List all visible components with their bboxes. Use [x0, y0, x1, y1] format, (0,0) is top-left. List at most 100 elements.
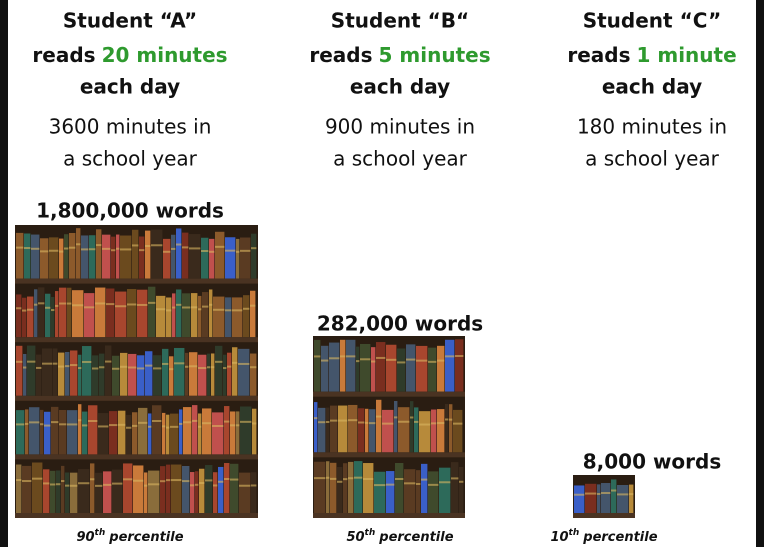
book-band [16, 247, 23, 249]
book-band [374, 484, 385, 486]
book [374, 472, 385, 513]
book-band [192, 420, 197, 422]
book-band [139, 249, 144, 251]
book [92, 355, 98, 395]
book [386, 471, 394, 513]
book [49, 237, 58, 278]
book-band [213, 309, 224, 311]
shelf-board [15, 396, 258, 401]
book [397, 348, 405, 391]
book-band [27, 361, 35, 363]
book [166, 415, 169, 455]
book [198, 296, 201, 337]
book-band [166, 309, 171, 311]
book-band [166, 427, 169, 429]
book [212, 412, 223, 454]
book [163, 239, 170, 279]
book [95, 473, 102, 513]
book [406, 344, 415, 391]
book-band [69, 247, 75, 249]
book [326, 408, 329, 453]
book [243, 295, 249, 337]
book-band [386, 484, 394, 486]
book [64, 234, 68, 278]
year-line-1: 900 minutes in [325, 115, 475, 139]
book-band [51, 309, 54, 311]
book [27, 297, 33, 338]
book [182, 293, 190, 337]
shelf-board [313, 452, 465, 457]
book [585, 484, 596, 513]
book-band [414, 421, 418, 423]
book-band [376, 357, 385, 359]
book-band [171, 479, 181, 481]
book-band [227, 366, 231, 368]
book-band [153, 367, 161, 369]
book-band [574, 494, 584, 496]
book [72, 290, 83, 337]
book [431, 410, 436, 453]
book [69, 233, 75, 279]
bookshelf [313, 336, 465, 518]
book-band [236, 424, 239, 426]
book-band [148, 426, 151, 428]
year-line-2: a school year [333, 147, 467, 171]
year-line-1: 180 minutes in [577, 115, 727, 139]
book-band [338, 420, 347, 422]
book-band [16, 479, 21, 481]
book-band [205, 479, 212, 481]
book [179, 409, 182, 454]
book [116, 235, 119, 279]
book [459, 467, 463, 513]
book [191, 293, 197, 337]
book-band [348, 419, 357, 421]
book [404, 469, 415, 513]
book-band [439, 481, 450, 483]
book [137, 355, 144, 396]
book [174, 348, 184, 396]
book [185, 353, 188, 396]
book-band [138, 422, 147, 424]
book [419, 411, 430, 452]
book-band [29, 421, 39, 423]
book [23, 354, 26, 396]
shelf-board [15, 337, 258, 342]
book [251, 472, 256, 513]
book [232, 347, 237, 396]
book [360, 344, 370, 392]
book-band [240, 250, 250, 252]
book-band [45, 307, 50, 309]
bookshelf [573, 475, 635, 518]
book [112, 470, 122, 513]
book-band [428, 361, 436, 363]
book [398, 407, 409, 452]
book-band [40, 423, 43, 425]
book [250, 291, 255, 337]
book-band [232, 362, 237, 364]
book-band [445, 355, 454, 357]
book [148, 287, 155, 337]
book [56, 470, 60, 513]
book-band [89, 248, 95, 250]
book-band [597, 493, 600, 495]
book [128, 354, 136, 396]
book [198, 413, 201, 454]
book [16, 346, 22, 396]
book-band [189, 365, 197, 367]
book-band [451, 477, 458, 479]
book [230, 411, 235, 454]
book [358, 408, 364, 452]
percentile-suffix: th [95, 528, 106, 538]
book [109, 411, 117, 454]
book-band [90, 478, 94, 480]
book [65, 472, 69, 513]
book [314, 462, 325, 513]
book [369, 409, 375, 452]
book-band [318, 421, 325, 423]
book [182, 233, 188, 279]
book [166, 465, 170, 513]
book [40, 410, 43, 455]
book [123, 463, 132, 513]
book-band [250, 366, 256, 368]
